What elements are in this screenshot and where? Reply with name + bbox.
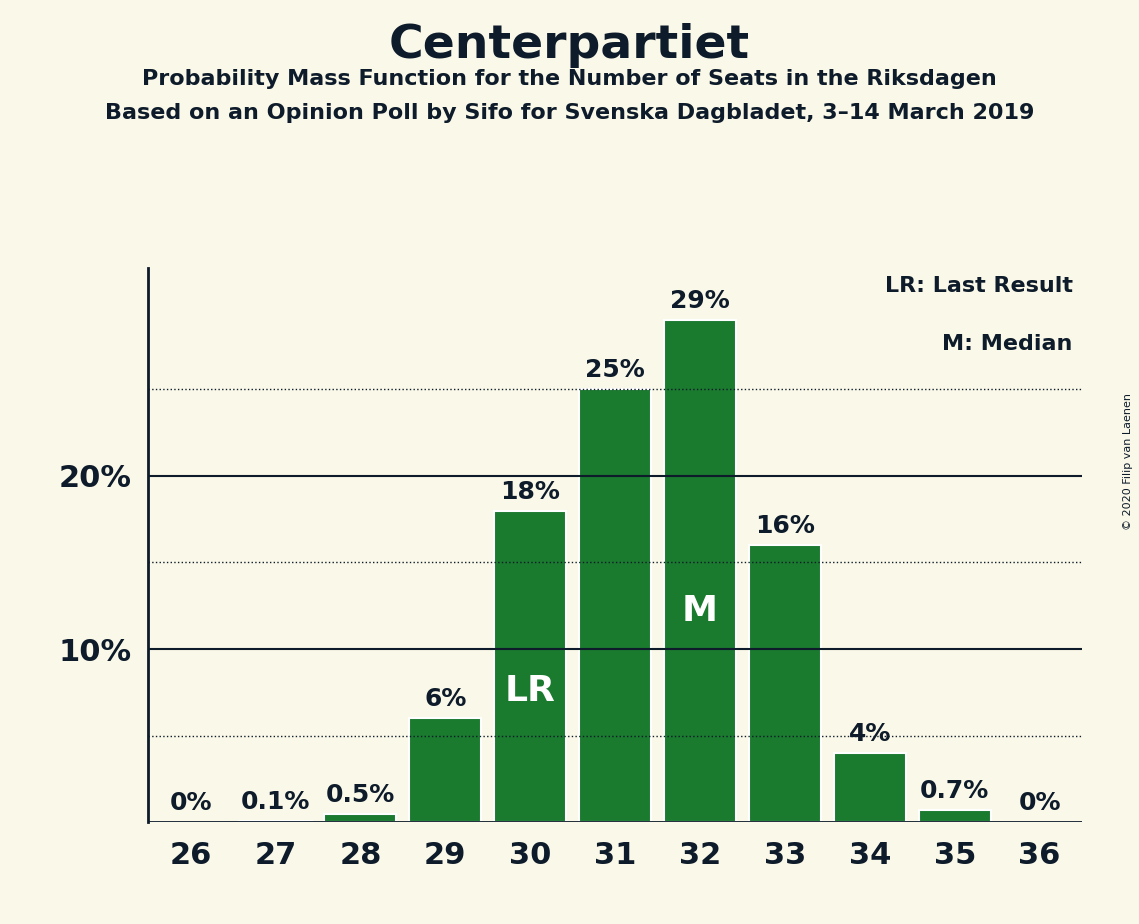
Text: M: M bbox=[682, 594, 718, 628]
Text: LR: LR bbox=[505, 675, 556, 709]
Bar bbox=[748, 545, 821, 822]
Text: 25%: 25% bbox=[585, 359, 645, 383]
Bar bbox=[579, 389, 652, 822]
Text: © 2020 Filip van Laenen: © 2020 Filip van Laenen bbox=[1123, 394, 1133, 530]
Text: 16%: 16% bbox=[755, 515, 814, 538]
Text: 0%: 0% bbox=[1018, 792, 1060, 816]
Text: 0.5%: 0.5% bbox=[326, 783, 395, 807]
Text: M: Median: M: Median bbox=[942, 334, 1073, 355]
Bar bbox=[834, 753, 906, 822]
Text: 0.1%: 0.1% bbox=[240, 790, 310, 814]
Text: LR: Last Result: LR: Last Result bbox=[885, 276, 1073, 297]
Text: Probability Mass Function for the Number of Seats in the Riksdagen: Probability Mass Function for the Number… bbox=[142, 69, 997, 90]
Text: 29%: 29% bbox=[670, 289, 730, 313]
Text: Based on an Opinion Poll by Sifo for Svenska Dagbladet, 3–14 March 2019: Based on an Opinion Poll by Sifo for Sve… bbox=[105, 103, 1034, 124]
Text: 4%: 4% bbox=[849, 723, 891, 747]
Text: 6%: 6% bbox=[424, 687, 467, 711]
Bar bbox=[664, 320, 736, 822]
Bar bbox=[239, 821, 311, 822]
Bar bbox=[409, 719, 482, 822]
Text: 0.7%: 0.7% bbox=[920, 779, 990, 803]
Bar bbox=[918, 810, 991, 822]
Bar bbox=[494, 510, 566, 822]
Text: 0%: 0% bbox=[170, 792, 212, 816]
Bar bbox=[325, 814, 396, 822]
Text: Centerpartiet: Centerpartiet bbox=[388, 23, 751, 68]
Text: 18%: 18% bbox=[500, 480, 560, 504]
